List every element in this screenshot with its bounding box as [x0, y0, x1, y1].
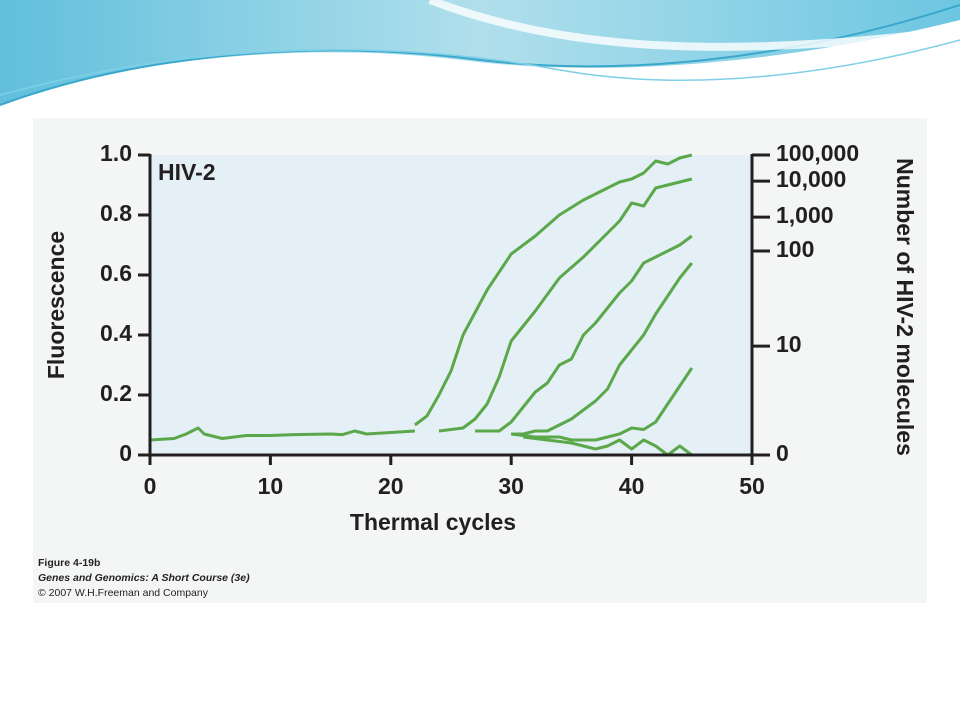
y2-tick-label: 10 — [776, 331, 802, 357]
plot-area — [150, 155, 752, 455]
y2-axis-label: Number of HIV-2 molecules — [892, 158, 918, 456]
x-tick-label: 0 — [144, 473, 157, 499]
x-tick-label: 40 — [619, 473, 645, 499]
y-tick-label: 1.0 — [100, 140, 132, 166]
data-line — [511, 262, 693, 436]
y-tick-label: 0.8 — [100, 200, 132, 226]
x-tick-label: 50 — [739, 473, 765, 499]
caption-book: Genes and Genomics: A Short Course (3e) — [38, 572, 250, 584]
header-waves — [0, 0, 960, 106]
y2-tick-label: 100 — [776, 236, 814, 262]
x-tick-label: 30 — [498, 473, 524, 499]
y2-tick-label: 10,000 — [776, 166, 846, 192]
y-tick-label: 0.4 — [100, 320, 132, 346]
data-line — [511, 367, 694, 442]
y-tick-label: 0.2 — [100, 380, 132, 406]
data-line — [413, 153, 693, 427]
data-line — [475, 234, 693, 433]
data-line — [149, 426, 415, 442]
annotation: HIV-2 — [158, 159, 216, 185]
y2-tick-label: 1,000 — [776, 202, 834, 228]
y-axis-label: Fluorescence — [43, 231, 69, 379]
caption-figure: Figure 4-19b — [38, 557, 100, 569]
data-line — [438, 177, 693, 433]
y2-tick-label: 0 — [776, 440, 789, 466]
caption-copyright: © 2007 W.H.Freeman and Company — [38, 587, 209, 599]
chart: 0 10 20 30 40 50 0 0.2 0.4 0.6 0.8 1.0 0 10 100 1,000 10… — [100, 140, 859, 499]
x-axis-label: Thermal cycles — [350, 509, 516, 535]
x-tick-label: 20 — [378, 473, 404, 499]
x-tick-label: 10 — [258, 473, 284, 499]
y-tick-label: 0.6 — [100, 260, 132, 286]
y2-tick-label: 100,000 — [776, 140, 859, 166]
y-tick-label: 0 — [119, 440, 132, 466]
